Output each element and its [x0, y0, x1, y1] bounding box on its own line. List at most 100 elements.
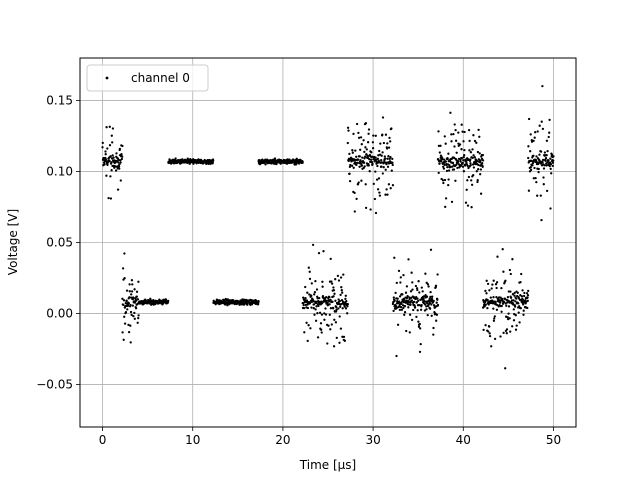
data-point: [409, 303, 412, 306]
x-tick-label: 30: [365, 433, 380, 447]
data-point: [264, 163, 267, 166]
data-point: [316, 336, 320, 339]
data-point: [471, 148, 474, 151]
data-point: [119, 179, 122, 182]
data-point: [467, 128, 471, 132]
data-point: [392, 309, 395, 313]
data-point: [368, 170, 371, 173]
data-point: [470, 179, 473, 182]
data-point: [423, 299, 426, 303]
data-point: [462, 155, 465, 159]
data-point: [334, 278, 337, 281]
data-point: [380, 165, 383, 168]
data-point: [508, 268, 512, 272]
data-point: [393, 256, 396, 259]
data-point: [133, 288, 136, 291]
data-point: [526, 306, 529, 310]
data-point: [370, 151, 373, 154]
data-point: [475, 170, 478, 173]
data-point: [487, 330, 490, 333]
data-point: [509, 290, 512, 293]
data-point: [347, 129, 350, 132]
y-tick-label: 0.10: [46, 165, 73, 179]
data-point: [304, 285, 307, 289]
data-point: [391, 163, 394, 167]
data-point: [343, 305, 346, 308]
data-point: [442, 181, 445, 185]
data-point: [443, 178, 447, 182]
data-point: [386, 193, 389, 196]
y-tick-label: −0.05: [36, 377, 73, 391]
data-point: [328, 313, 331, 316]
data-point: [391, 161, 394, 164]
data-point: [302, 296, 305, 299]
data-point: [529, 166, 533, 169]
data-point: [545, 153, 548, 157]
data-point: [374, 134, 377, 137]
data-point: [542, 167, 546, 170]
data-point: [108, 144, 112, 147]
data-point: [403, 311, 407, 314]
data-point: [110, 169, 113, 172]
data-point: [302, 301, 305, 305]
data-point: [344, 307, 348, 310]
data-point: [382, 166, 385, 169]
data-point: [115, 152, 118, 155]
data-point: [462, 140, 465, 143]
data-point: [495, 281, 499, 284]
data-point: [364, 206, 368, 210]
data-point: [117, 161, 120, 164]
data-point: [130, 279, 134, 282]
data-point: [542, 183, 545, 186]
data-point: [466, 204, 470, 207]
data-point: [509, 296, 513, 299]
data-point: [470, 183, 474, 186]
data-point: [332, 289, 336, 292]
data-point: [509, 272, 512, 276]
data-point: [473, 156, 476, 159]
data-point: [387, 183, 391, 186]
data-point: [465, 161, 468, 164]
data-point: [418, 322, 421, 326]
data-point: [301, 160, 304, 164]
data-point: [118, 163, 121, 166]
legend-label-channel-0: channel 0: [131, 71, 190, 85]
data-point: [511, 293, 515, 296]
data-point: [357, 136, 361, 139]
data-point: [416, 297, 419, 300]
data-point: [417, 325, 421, 328]
data-point: [472, 166, 476, 169]
data-point: [505, 332, 508, 335]
data-point: [431, 295, 434, 298]
data-point: [319, 322, 323, 325]
data-point: [484, 324, 487, 327]
data-point: [121, 155, 124, 158]
data-point: [445, 169, 449, 173]
data-point: [522, 303, 525, 306]
data-point: [508, 301, 511, 304]
data-point: [421, 290, 424, 293]
data-point: [513, 305, 517, 308]
data-point: [521, 298, 525, 302]
data-point: [103, 163, 106, 166]
data-point: [527, 289, 530, 293]
data-point: [386, 142, 389, 145]
data-point: [442, 167, 446, 170]
data-point: [399, 281, 402, 284]
data-point: [402, 306, 405, 310]
data-point: [522, 313, 525, 316]
data-point: [539, 150, 543, 153]
data-point: [412, 308, 415, 312]
data-point: [513, 312, 516, 316]
data-point: [340, 289, 343, 292]
data-point: [104, 153, 107, 156]
data-point: [545, 139, 549, 142]
data-point: [468, 139, 471, 143]
data-point: [550, 153, 554, 156]
data-point: [130, 290, 134, 293]
data-point: [387, 146, 391, 149]
data-point: [529, 133, 532, 136]
data-point: [304, 297, 307, 300]
data-point: [356, 183, 360, 186]
data-point: [134, 297, 137, 301]
